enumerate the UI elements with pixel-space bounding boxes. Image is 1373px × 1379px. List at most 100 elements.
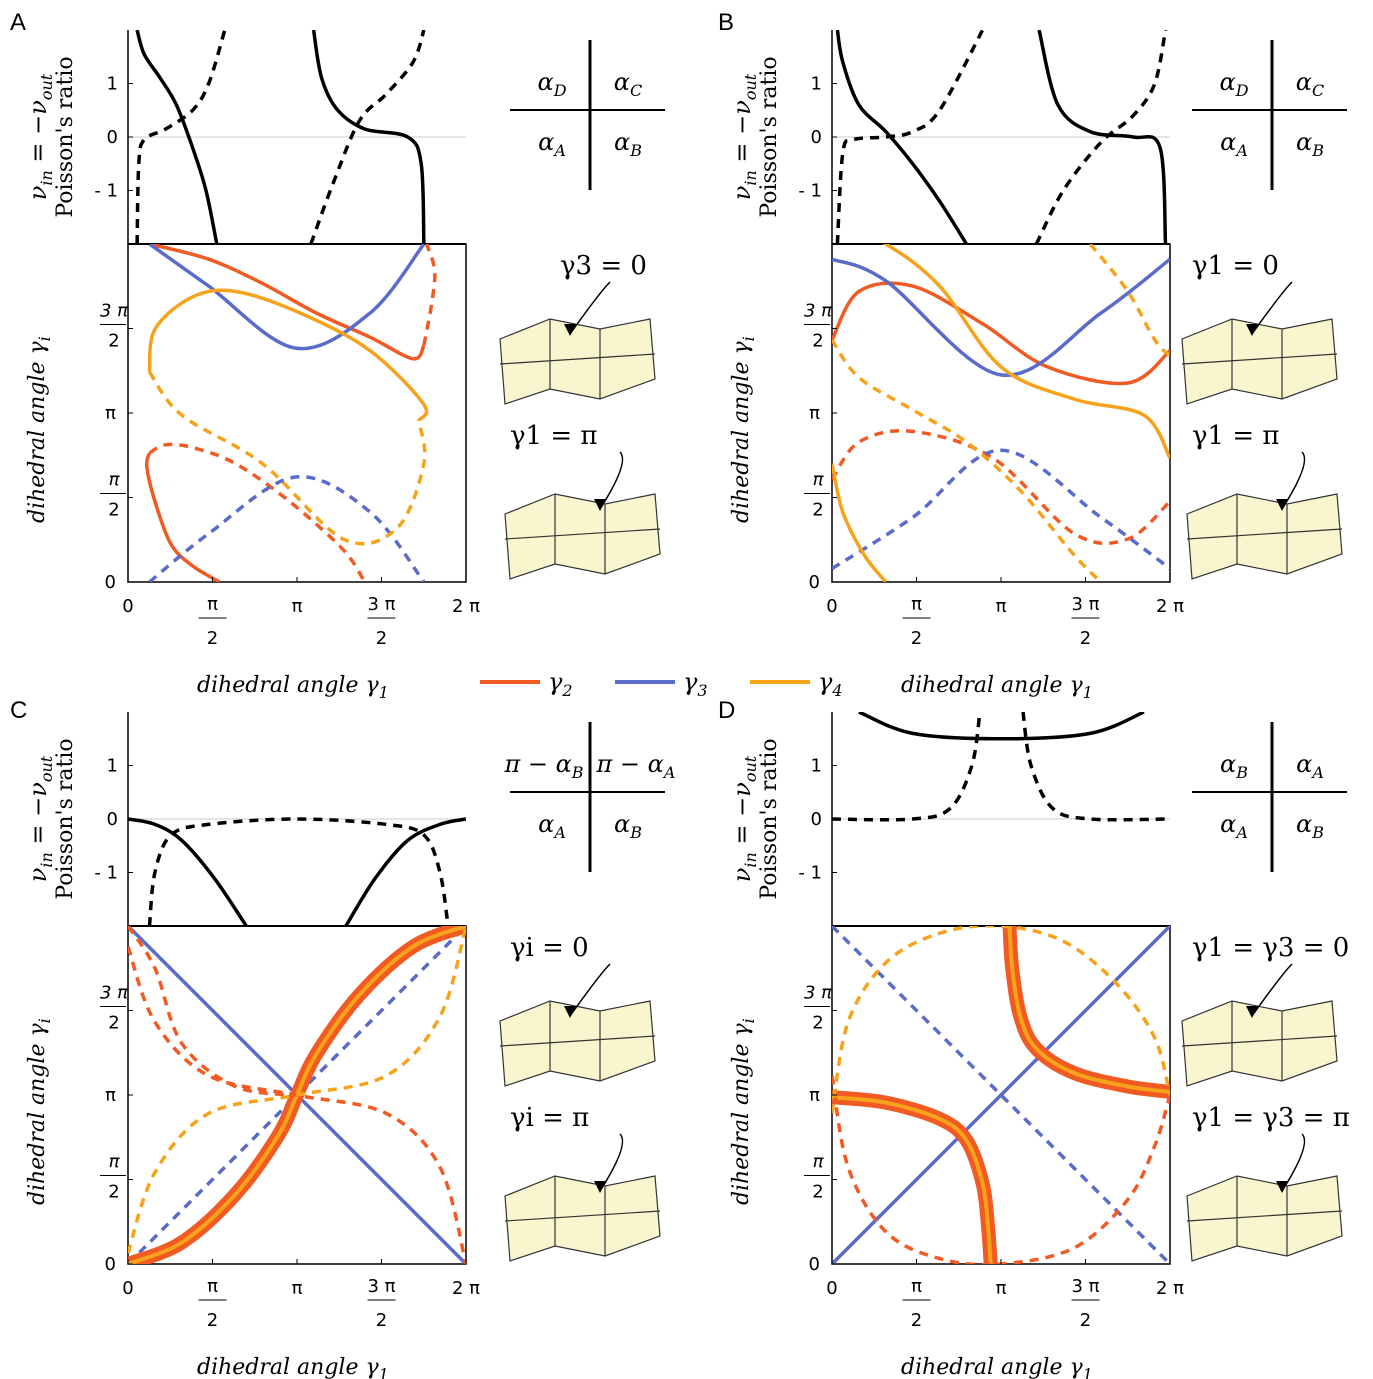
poisson-dashed-curve xyxy=(835,30,985,244)
origami-sketch-bottom xyxy=(1186,1175,1343,1262)
dihedral-y-tick-label: π xyxy=(105,403,116,424)
fold-crease xyxy=(1181,353,1338,365)
dihedral-x-tick-label: 2 π xyxy=(452,1278,480,1299)
curve-γ4-solid xyxy=(832,463,888,582)
fold-crease xyxy=(499,353,656,365)
dihedral-x-tick-label: 0 xyxy=(122,1278,133,1299)
curve-γ4-overlay xyxy=(1007,926,1170,1094)
dihedral-y-tick-den: 2 xyxy=(812,1013,823,1034)
sector-angle-top-left: π − αB xyxy=(503,750,583,782)
poisson-tick-label: 1 xyxy=(107,74,118,95)
dihedral-x-tick-label: π xyxy=(996,596,1007,617)
dihedral-y-tick-label: 0 xyxy=(809,572,820,593)
dihedral-y-label-text: dihedral angle γi xyxy=(729,1018,758,1205)
poisson-tick-label: - 1 xyxy=(94,863,118,884)
poisson-solid-curve xyxy=(311,30,426,244)
dihedral-y-label-text: dihedral angle γi xyxy=(25,336,54,523)
fold-crease xyxy=(499,1035,656,1047)
curve-γ4-dashed xyxy=(128,926,466,1254)
annotation-bottom: γ1 = γ3 = π xyxy=(1192,1103,1350,1133)
dihedral-y-tick-den: 2 xyxy=(812,331,823,352)
curve-γ2-solid xyxy=(149,244,426,361)
poisson-tick-label: 0 xyxy=(107,127,118,148)
dihedral-y-tick-num: π xyxy=(109,470,121,491)
sector-angle-bottom-left: αA xyxy=(1220,810,1248,842)
annotation-top: γ1 = γ3 = 0 xyxy=(1192,933,1349,963)
poisson-tick-label: - 1 xyxy=(798,181,822,202)
poisson-tick-label: 0 xyxy=(811,809,822,830)
origami-sketch-top xyxy=(1181,318,1338,405)
annotation-arrow-bottom-head xyxy=(594,1181,606,1193)
dihedral-x-tick-label: 0 xyxy=(826,596,837,617)
dihedral-curves xyxy=(128,926,466,1264)
annotation-arrow-top-head xyxy=(564,324,576,336)
dihedral-x-tick-den: 2 xyxy=(911,1310,922,1331)
dihedral-x-tick-label: π xyxy=(292,1278,303,1299)
poisson-ratio-label: Poisson's ratio xyxy=(757,738,782,899)
annotation-arrow-top xyxy=(1251,281,1293,335)
dihedral-x-tick-label: π xyxy=(996,1278,1007,1299)
annotation-bottom: γi = π xyxy=(510,1103,589,1133)
annotation-arrow-bottom-head xyxy=(1276,1181,1288,1193)
dihedral-y-label: dihedral angle γi xyxy=(25,336,54,523)
fold-crease xyxy=(1186,528,1343,540)
dihedral-y-tick-den: 2 xyxy=(108,1013,119,1034)
poisson-ratio-label: Poisson's ratio xyxy=(53,738,78,899)
origami-sketch-top xyxy=(1181,1000,1338,1087)
curve-γ3-solid xyxy=(832,926,1170,1264)
dihedral-x-tick-num: 3 π xyxy=(1071,594,1099,615)
poisson-curves xyxy=(835,30,1168,244)
poisson-curves xyxy=(135,30,426,244)
dihedral-x-tick-den: 2 xyxy=(376,628,387,649)
poisson-solid-curve xyxy=(835,30,968,244)
curve-γ4-dashed xyxy=(832,338,1103,582)
dihedral-x-label: dihedral angle γ1 xyxy=(197,1355,389,1379)
panel-label-b: B xyxy=(718,9,734,36)
panel-label-a: A xyxy=(10,9,26,36)
annotation-top: γi = 0 xyxy=(510,933,589,963)
annotation-arrow-top xyxy=(569,281,611,335)
fold-crease xyxy=(504,1210,661,1222)
sector-angle-bottom-left: αA xyxy=(1220,128,1248,160)
dihedral-x-tick-den: 2 xyxy=(1080,1310,1091,1331)
fold-crease xyxy=(1181,1035,1338,1047)
fold-crease xyxy=(504,528,661,540)
curve-γ4-dashed xyxy=(1088,244,1170,358)
sector-angle-bottom-right: αB xyxy=(1296,810,1324,842)
curve-γ3-dashed xyxy=(128,926,466,1264)
curve-γ2-dashed xyxy=(128,926,298,1097)
poisson-solid-curve xyxy=(1037,30,1168,244)
dihedral-y-label: dihedral angle γi xyxy=(729,1018,758,1205)
fold-sheet xyxy=(1181,1000,1338,1087)
panel-label-c: C xyxy=(10,697,27,724)
annotation-bottom: γ1 = π xyxy=(510,421,597,451)
legend: γ2 γ3 γ4 xyxy=(480,668,843,700)
curve-γ3-dashed xyxy=(832,926,1170,1264)
poisson-solid-curve xyxy=(344,817,466,926)
curve-γ4-solid xyxy=(147,288,429,422)
dihedral-x-tick-den: 2 xyxy=(911,628,922,649)
dihedral-x-tick-num: π xyxy=(911,1276,922,1297)
dihedral-x-tick-den: 2 xyxy=(207,628,218,649)
dihedral-y-tick-num: π xyxy=(813,1152,825,1173)
dihedral-x-tick-den: 2 xyxy=(1080,628,1091,649)
origami-sketch-top xyxy=(499,318,656,405)
poisson-ratio-label: Poisson's ratio xyxy=(757,56,782,217)
dihedral-x-tick-num: π xyxy=(207,594,218,615)
poisson-solid-curve xyxy=(135,30,219,244)
origami-sketch-top xyxy=(499,1000,656,1087)
curve-γ2-solid xyxy=(144,452,221,582)
dihedral-y-label-text: dihedral angle γi xyxy=(729,336,758,523)
poisson-nu-label: νin = −νout xyxy=(24,755,56,882)
dihedral-x-tick-den: 2 xyxy=(207,1310,218,1331)
legend-label-gamma3: γ3 xyxy=(683,668,708,700)
sector-angle-top-right: π − αA xyxy=(596,750,676,782)
dihedral-x-label: dihedral angle γ1 xyxy=(901,673,1093,702)
curve-γ3-dashed xyxy=(832,448,1170,571)
dihedral-y-tick-den: 2 xyxy=(108,331,119,352)
origami-sketch-bottom xyxy=(504,1175,661,1262)
